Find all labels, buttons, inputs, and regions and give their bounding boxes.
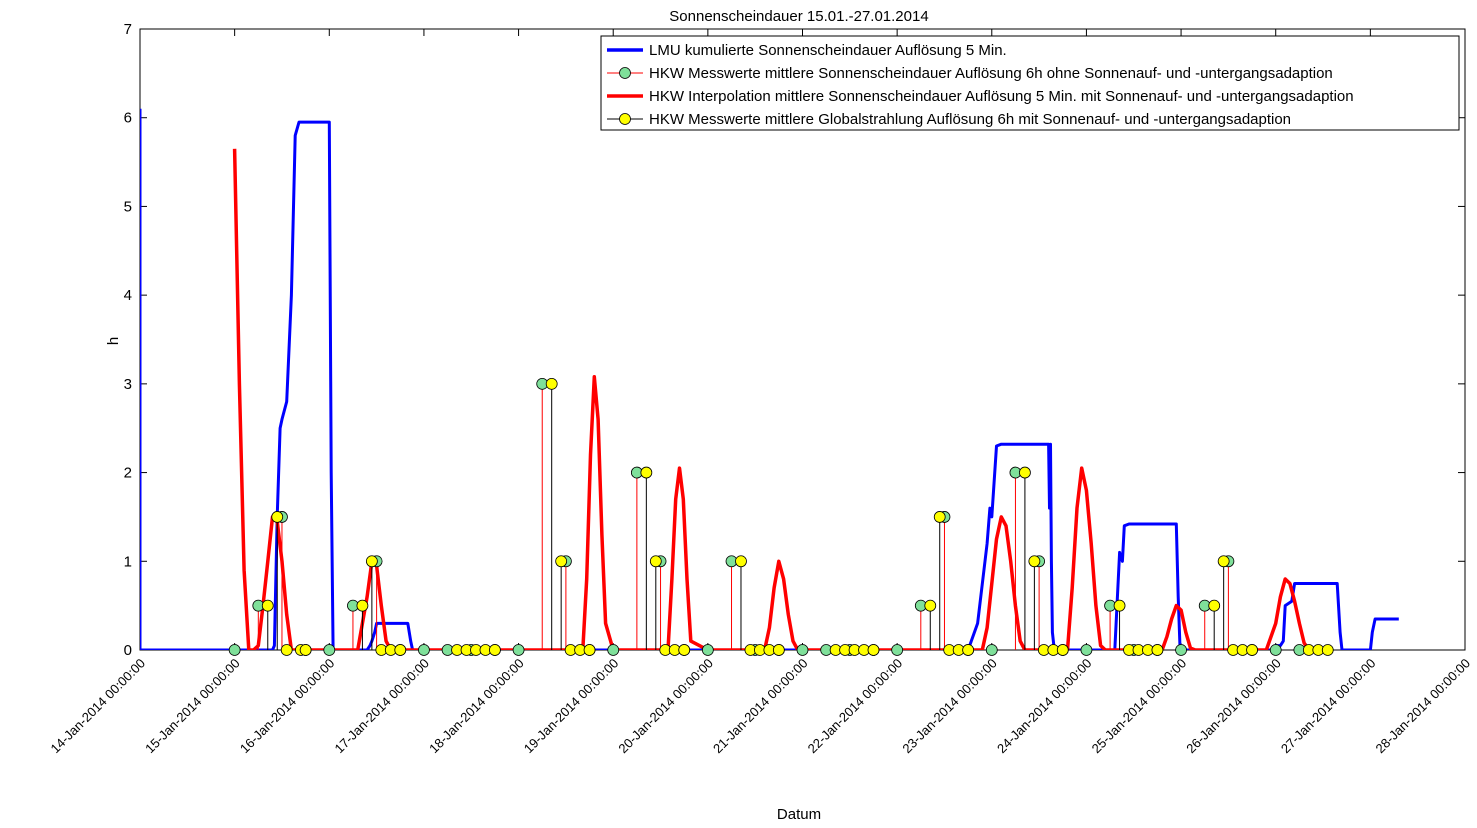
stem-marker bbox=[1028, 555, 1041, 568]
stem-marker bbox=[1175, 644, 1187, 656]
stem-marker bbox=[924, 599, 937, 612]
stem-marker bbox=[962, 644, 975, 656]
y-tick-label: 1 bbox=[124, 553, 132, 570]
stem-marker bbox=[735, 555, 747, 568]
legend: LMU kumulierte Sonnenscheindauer Auflösu… bbox=[600, 35, 1460, 131]
y-tick-label: 7 bbox=[124, 21, 132, 38]
stem-marker bbox=[489, 644, 501, 656]
stem-marker bbox=[678, 644, 691, 656]
stem-marker bbox=[1080, 644, 1093, 656]
stem-marker bbox=[649, 555, 662, 568]
stem-marker bbox=[867, 644, 880, 656]
legend-label-0: LMU kumulierte Sonnenscheindauer Auflösu… bbox=[649, 42, 1007, 59]
stem-marker bbox=[394, 644, 407, 656]
stem-marker bbox=[365, 555, 378, 568]
stem-marker bbox=[1246, 644, 1258, 656]
stem-marker bbox=[933, 511, 946, 523]
stem-marker bbox=[772, 644, 785, 656]
stem-marker bbox=[701, 644, 714, 656]
stem-marker bbox=[1217, 555, 1230, 568]
y-axis-label: h bbox=[105, 337, 122, 345]
stem-marker bbox=[545, 377, 558, 390]
stem-marker bbox=[228, 644, 241, 656]
stem-marker bbox=[512, 644, 525, 656]
stem-marker bbox=[640, 466, 653, 479]
stem-marker bbox=[323, 644, 336, 656]
stem-marker bbox=[271, 511, 284, 523]
stem-marker bbox=[1019, 466, 1031, 479]
stem-marker bbox=[418, 644, 430, 656]
y-tick-label: 3 bbox=[124, 376, 132, 393]
axes-box bbox=[139, 28, 1466, 651]
stem-marker bbox=[985, 644, 998, 656]
stem-marker bbox=[1208, 599, 1221, 612]
legend-label-3: HKW Messwerte mittlere Globalstrahlung A… bbox=[649, 111, 1291, 128]
legend-marker-1 bbox=[619, 67, 631, 79]
stem-marker bbox=[583, 644, 596, 656]
stem-marker bbox=[299, 644, 312, 656]
y-tick-label: 4 bbox=[124, 287, 132, 304]
stem-marker bbox=[261, 599, 274, 612]
stem-marker bbox=[1321, 644, 1334, 656]
stem-marker bbox=[607, 644, 620, 656]
stem-marker bbox=[796, 644, 809, 656]
stem-marker bbox=[280, 644, 293, 656]
y-tick-label: 6 bbox=[124, 110, 132, 127]
series-line-0 bbox=[140, 108, 1399, 650]
y-tick-label: 5 bbox=[124, 198, 132, 215]
legend-label-2: HKW Interpolation mittlere Sonnenscheind… bbox=[649, 88, 1354, 105]
legend-label-1: HKW Messwerte mittlere Sonnenscheindauer… bbox=[649, 65, 1333, 82]
stem-marker bbox=[1056, 644, 1069, 656]
stem-marker bbox=[1113, 599, 1126, 612]
stem-marker bbox=[555, 555, 568, 568]
stem-marker bbox=[891, 644, 904, 656]
stem-marker bbox=[356, 599, 369, 612]
y-tick-label: 0 bbox=[124, 642, 132, 659]
stem-marker bbox=[1151, 644, 1164, 656]
series-line-2 bbox=[232, 148, 1323, 650]
x-axis-label: Datum bbox=[777, 806, 821, 823]
y-tick-label: 2 bbox=[124, 465, 132, 482]
legend-box bbox=[600, 35, 1460, 131]
stem-marker bbox=[1269, 644, 1282, 656]
chart-title: Sonnenscheindauer 15.01.-27.01.2014 bbox=[669, 8, 928, 25]
legend-marker-3 bbox=[619, 113, 631, 125]
